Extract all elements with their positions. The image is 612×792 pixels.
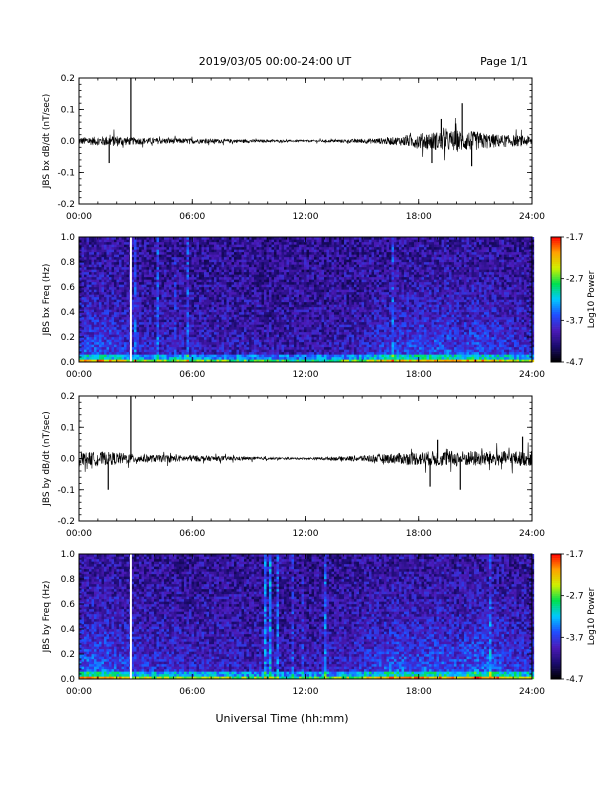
y-tick-label: 0.0 bbox=[61, 455, 76, 465]
x-axis-label: Universal Time (hh:mm) bbox=[216, 712, 349, 725]
y-tick-label: -0.2 bbox=[57, 200, 75, 210]
bx-spectrogram-cells bbox=[79, 237, 534, 362]
y-tick-label: 0.6 bbox=[61, 600, 76, 610]
y-tick-label: 0.1 bbox=[61, 423, 75, 433]
x-tick-label: 12:00 bbox=[293, 687, 319, 697]
y-tick-label: 0.8 bbox=[61, 258, 76, 268]
y-tick-label: 1.0 bbox=[61, 233, 76, 243]
y-tick-label: 0.8 bbox=[61, 575, 76, 585]
y-tick-label: 0.1 bbox=[61, 106, 75, 116]
colorbar-label: Log10 Power bbox=[587, 270, 597, 328]
y-tick-label: 0.2 bbox=[61, 74, 75, 84]
y-tick-label: 0.0 bbox=[61, 358, 76, 368]
by-spectrogram-data-gap bbox=[130, 554, 132, 679]
x-tick-label: 24:00 bbox=[519, 687, 545, 697]
page-number: Page 1/1 bbox=[480, 55, 528, 68]
x-tick-label: 18:00 bbox=[406, 212, 432, 222]
bx-waveform-trace bbox=[79, 118, 532, 160]
by-spectrogram-colorbar: -1.7 -2.7 -3.7 -4.7 Log10 Power bbox=[551, 550, 597, 685]
x-tick-label: 12:00 bbox=[293, 212, 319, 222]
bx-spectrogram-ylabel: JBS bx Freq (Hz) bbox=[42, 264, 52, 337]
colorbar-tick-label: -2.7 bbox=[566, 592, 584, 602]
colorbar-tick-label: -1.7 bbox=[566, 550, 584, 560]
y-tick-label: 0.6 bbox=[61, 283, 76, 293]
y-tick-label: 1.0 bbox=[61, 550, 76, 560]
x-tick-label: 00:00 bbox=[66, 529, 92, 539]
by-spectrogram-ylabel: JBS by Freq (Hz) bbox=[42, 581, 52, 654]
by-waveform-trace bbox=[79, 443, 532, 474]
bx-spectrogram-panel: -1.7 -2.7 -3.7 -4.7 Log10 Power 00:00 06:00 12:… bbox=[42, 233, 597, 380]
bx-waveform-ylabel: JBS bx dB/dt (nT/sec) bbox=[42, 94, 52, 190]
x-tick-label: 18:00 bbox=[406, 529, 432, 539]
x-tick-label: 00:00 bbox=[66, 212, 92, 222]
x-tick-label: 06:00 bbox=[179, 370, 205, 380]
bx-waveform-panel: 00:00 06:00 12:00 18:00 24:00 0.2 0.1 0.0 -0.1 -0… bbox=[42, 74, 545, 222]
colorbar-tick-label: -3.7 bbox=[566, 316, 584, 326]
by-spectrogram-panel: -1.7 -2.7 -3.7 -4.7 Log10 Power 00:00 06:00 12:… bbox=[42, 550, 597, 697]
y-tick-label: 0.2 bbox=[61, 333, 75, 343]
x-tick-label: 12:00 bbox=[293, 370, 319, 380]
x-tick-label: 24:00 bbox=[519, 370, 545, 380]
colorbar-tick-label: -1.7 bbox=[566, 233, 584, 243]
colorbar-tick-label: -3.7 bbox=[566, 633, 584, 643]
x-tick-label: 24:00 bbox=[519, 212, 545, 222]
x-tick-label: 06:00 bbox=[179, 212, 205, 222]
by-spectrogram-cells bbox=[79, 554, 534, 679]
y-tick-label: 0.2 bbox=[61, 650, 75, 660]
y-tick-label: -0.2 bbox=[57, 517, 75, 527]
x-tick-label: 00:00 bbox=[66, 687, 92, 697]
y-tick-label: 0.4 bbox=[61, 625, 76, 635]
y-tick-label: -0.1 bbox=[57, 169, 75, 179]
by-waveform-ylabel: JBS by dB/dt (nT/sec) bbox=[42, 411, 52, 507]
x-tick-label: 18:00 bbox=[406, 687, 432, 697]
page-title: 2019/03/05 00:00-24:00 UT bbox=[199, 55, 352, 68]
y-tick-label: 0.0 bbox=[61, 137, 76, 147]
x-tick-label: 24:00 bbox=[519, 529, 545, 539]
x-tick-label: 06:00 bbox=[179, 529, 205, 539]
panels-group: 00:00 06:00 12:00 18:00 24:00 0.2 0.1 0.0 -0.1 -0… bbox=[42, 74, 597, 697]
y-tick-label: 0.0 bbox=[61, 675, 76, 685]
colorbar-tick-label: -4.7 bbox=[566, 358, 584, 368]
by-waveform-panel: 00:00 06:00 12:00 18:00 24:00 0.2 0.1 0.0 -0.1 -0… bbox=[42, 392, 545, 539]
x-tick-label: 06:00 bbox=[179, 687, 205, 697]
bx-spectrogram-data-gap bbox=[130, 237, 132, 362]
colorbar-tick-label: -4.7 bbox=[566, 675, 584, 685]
y-tick-label: 0.2 bbox=[61, 392, 75, 402]
x-tick-label: 00:00 bbox=[66, 370, 92, 380]
y-tick-label: -0.1 bbox=[57, 486, 75, 496]
colorbar-label: Log10 Power bbox=[587, 587, 597, 645]
colorbar-tick-label: -2.7 bbox=[566, 275, 584, 285]
x-tick-label: 18:00 bbox=[406, 370, 432, 380]
bx-spectrogram-colorbar: -1.7 -2.7 -3.7 -4.7 Log10 Power bbox=[551, 233, 597, 368]
x-tick-label: 12:00 bbox=[293, 529, 319, 539]
y-tick-label: 0.4 bbox=[61, 308, 76, 318]
